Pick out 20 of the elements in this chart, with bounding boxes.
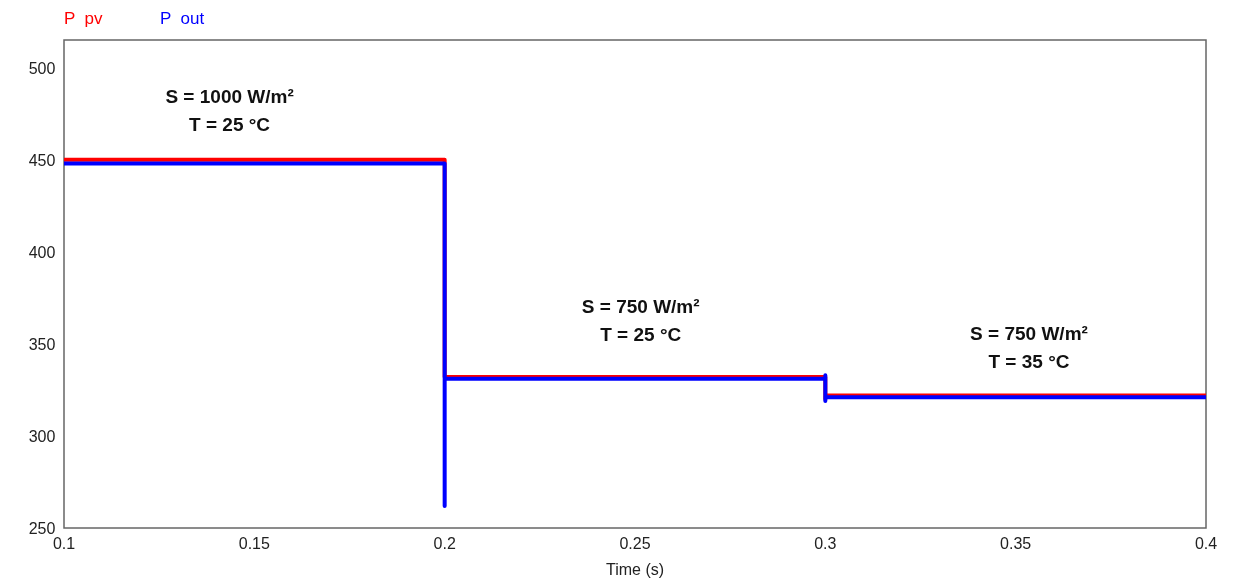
annotation: S = 750 W/m² T = 35 °C [970,323,1088,373]
x-tick-label: 0.3 [814,535,837,552]
y-tick-label: 500 [28,59,56,77]
x-tick-label: 0.25 [619,535,651,552]
line-series [64,161,1206,508]
text: P out [160,9,205,28]
text: P pv [64,9,103,28]
x-tick-label: 0.4 [1194,535,1218,552]
x-axis-title: Time (s) [605,561,665,578]
annotation: S = 1000 W/m² T = 25 °C [165,86,294,136]
y-tick-label: 350 [28,335,56,353]
annotation: S = 750 W/m² T = 25 °C [581,296,700,346]
x-tick-label: 0.35 [1000,535,1032,552]
y-tick-label: 300 [28,427,56,445]
x-tick-label: 0.15 [238,535,271,552]
x-tick-label: 0.2 [433,535,456,552]
y-tick-label: 450 [28,151,56,169]
x-tick-label: 0.1 [52,535,76,552]
y-tick-label: 250 [28,520,56,537]
y-tick-label: 400 [28,243,56,261]
